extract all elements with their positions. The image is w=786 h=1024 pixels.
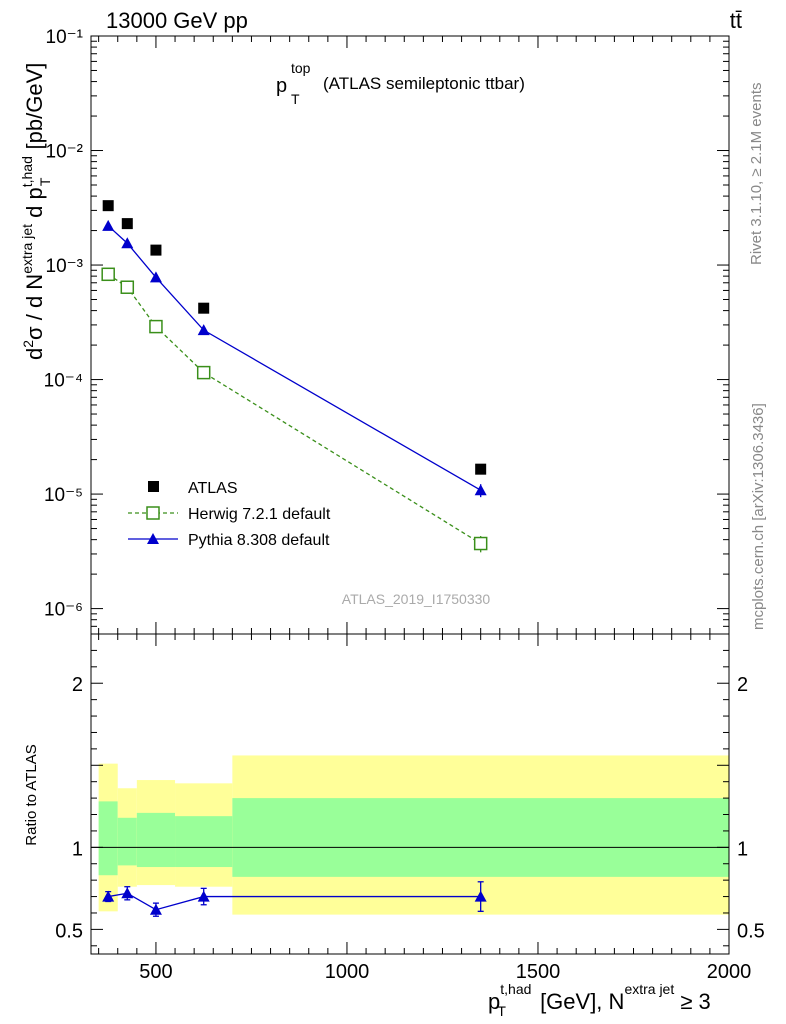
herwig-line: [107, 273, 482, 545]
energy-label: 13000 GeV pp: [106, 8, 248, 33]
y-tick-label: 10⁻⁵: [44, 485, 83, 506]
ratio-uncertainty-bands: [91, 755, 730, 915]
atlas-point: [475, 463, 487, 475]
atlas-point: [121, 218, 133, 230]
main-series-layer: [101, 200, 488, 553]
herwig-point: [149, 319, 163, 334]
pythia-point: [121, 237, 134, 249]
ratio-inner-band-4: [232, 798, 730, 877]
herwig-point: [120, 280, 135, 294]
pythia-point: [197, 324, 210, 336]
herwig-point: [196, 365, 211, 380]
pythia-point: [102, 219, 115, 231]
legend-herwig-marker: [146, 506, 160, 520]
plot-title-rest: (ATLAS semileptonic ttbar): [323, 74, 525, 93]
mcplots-label: mcplots.cern.ch [arXiv:1306.3436]: [750, 403, 767, 630]
y-tick-label: 10⁻⁶: [44, 600, 83, 621]
ratio-y-axis-label: Ratio to ATLAS: [23, 744, 40, 845]
legend-pythia-label: Pythia 8.308 default: [188, 532, 330, 549]
herwig-point: [473, 536, 488, 551]
legend-atlas-marker: [148, 481, 159, 492]
process-label: tt̄: [730, 8, 742, 33]
rivet-version-label: Rivet 3.1.10, ≥ 2.1M events: [748, 83, 765, 266]
ratio-pythia-point: [121, 887, 134, 899]
x-tick-label: 1500: [516, 961, 561, 983]
ratio-y-tick-label-right: 1: [737, 838, 748, 860]
ratio-inner-band-1: [117, 817, 137, 866]
ratio-pythia-point: [102, 890, 115, 902]
ratio-inner-band-0: [98, 801, 118, 876]
x-tick-label: 1000: [325, 961, 370, 983]
ratio-y-tick-label-left: 2: [72, 674, 83, 696]
legend: ATLAS Herwig 7.2.1 default Pythia 8.308 …: [128, 480, 331, 549]
x-tick-label: 500: [139, 961, 172, 983]
main-axis-ticks: 10⁻¹ 10⁻² 10⁻³ 10⁻⁴ 10⁻⁵ 10⁻⁶: [44, 27, 730, 635]
y-tick-label: 10⁻³: [46, 256, 84, 277]
x-tick-label: 2000: [707, 961, 752, 983]
ratio-plot-frame: [90, 633, 730, 955]
legend-pythia-marker: [147, 533, 159, 544]
ratio-pythia-point: [197, 890, 210, 902]
plot-title-sub: T: [291, 91, 300, 107]
ratio-inner-band-3: [175, 816, 233, 868]
atlas-point: [150, 244, 162, 256]
y-tick-label: 10⁻¹: [46, 27, 84, 48]
main-y-axis-label: d2σ / d Nextra jet d pt,had T [pb/GeV]: [19, 63, 53, 360]
plot-title-sup: top: [291, 60, 311, 76]
plot-title: p top T (ATLAS semileptonic ttbar): [276, 60, 525, 107]
ratio-pythia-point: [149, 903, 162, 915]
herwig-point: [101, 267, 115, 282]
plot-title-main: p: [276, 75, 287, 97]
atlas-point: [102, 200, 114, 212]
pythia-line: [107, 225, 482, 491]
ratio-series-layer: [102, 881, 487, 917]
ratio-pythia-point: [474, 890, 487, 902]
legend-atlas-label: ATLAS: [188, 480, 238, 497]
atlas-point: [198, 302, 210, 314]
x-axis-label: pt,had T [GeV], Nextra jet ≥ 3: [488, 981, 711, 1019]
pythia-point: [149, 271, 162, 283]
ratio-y-tick-label-left: 0.5: [55, 920, 83, 942]
pythia-point: [474, 484, 487, 496]
ratio-inner-band-2: [136, 812, 176, 868]
y-tick-label: 10⁻²: [46, 142, 84, 163]
ratio-y-tick-label-right: 0.5: [737, 920, 765, 942]
ratio-y-tick-label-right: 2: [737, 674, 748, 696]
main-plot-frame: [90, 35, 730, 635]
y-tick-label: 10⁻⁴: [44, 371, 83, 392]
analysis-watermark: ATLAS_2019_I1750330: [342, 591, 491, 607]
ratio-y-tick-label-left: 1: [72, 838, 83, 860]
ratio-axis-ticks: 0.5 0.5 1 1 2 2 500 1000 1500 2000: [55, 634, 765, 983]
legend-herwig-label: Herwig 7.2.1 default: [188, 506, 331, 523]
